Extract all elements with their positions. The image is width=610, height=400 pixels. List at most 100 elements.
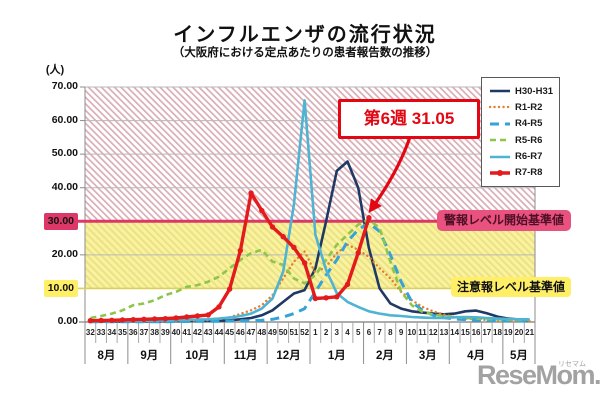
- data-point-marker-R7-R8: [291, 244, 297, 251]
- alert-threshold-badge: 警報レベル開始基準値: [437, 210, 571, 231]
- y-axis-unit-label: (人): [45, 64, 65, 76]
- data-point-marker-R7-R8: [205, 312, 211, 318]
- month-label-9月: 9月: [140, 350, 159, 362]
- month-label-11月: 11月: [233, 350, 258, 362]
- data-point-marker-R7-R8: [280, 234, 286, 240]
- month-label-5月: 5月: [509, 350, 528, 362]
- data-point-marker-R7-R8: [130, 316, 136, 323]
- week-label-3: 3: [334, 328, 339, 337]
- week-label-43: 43: [203, 328, 213, 337]
- callout-arrow: [368, 136, 412, 214]
- chart-title: インフルエンザの流行状況: [173, 24, 437, 46]
- week-label-32: 32: [85, 328, 95, 337]
- y-tick-label-20.00: 20.00: [51, 247, 78, 260]
- data-point-marker-R7-R8: [355, 250, 361, 256]
- data-point-marker-R7-R8: [109, 317, 115, 324]
- week-label-47: 47: [246, 328, 256, 337]
- week-label-41: 41: [182, 328, 192, 337]
- week-label-48: 48: [257, 328, 267, 337]
- week-label-13: 13: [439, 328, 449, 337]
- data-point-marker-R7-R8: [248, 190, 254, 196]
- week-label-18: 18: [493, 328, 502, 337]
- series-line-R4-R5: [90, 221, 530, 324]
- data-point-marker-R7-R8: [366, 215, 372, 221]
- data-point-marker-R7-R8: [98, 317, 104, 324]
- y-tick-label-50.00: 50.00: [51, 147, 78, 160]
- week-label-20: 20: [514, 328, 524, 337]
- y-tick-label-30.00: 30.00: [14, 213, 78, 231]
- week-label-6: 6: [366, 328, 372, 337]
- legend-item-R6-R7: R6-R7: [489, 151, 559, 163]
- legend-label-R5-R6: R5-R6: [515, 134, 543, 146]
- resemom-logo-kana: リセマム: [558, 361, 586, 368]
- week-label-5: 5: [355, 328, 361, 337]
- legend-item-H30-H31: H30-H31: [489, 85, 559, 97]
- week-label-17: 17: [482, 328, 492, 337]
- week-label-2: 2: [323, 328, 329, 337]
- week-label-40: 40: [171, 328, 181, 337]
- y-tick-label-10.00: 10.00: [14, 280, 78, 298]
- week-label-36: 36: [128, 328, 138, 337]
- week-label-15: 15: [460, 328, 470, 337]
- week-label-46: 46: [235, 328, 245, 337]
- legend-label-H30-H31: H30-H31: [515, 85, 554, 97]
- week-label-45: 45: [225, 328, 235, 337]
- data-point-marker-R7-R8: [119, 317, 126, 323]
- legend: H30-H31 R1-R2 R4-R5 R5-R6 R6-R7 R7-R8: [481, 77, 560, 187]
- data-point-marker-R7-R8: [237, 247, 244, 254]
- data-point-marker-R7-R8: [194, 313, 201, 319]
- caution-threshold-badge: 注意報レベル基準値: [451, 277, 571, 297]
- legend-item-R1-R2: R1-R2: [489, 101, 559, 113]
- data-point-marker-R7-R8: [301, 260, 308, 266]
- month-label-10月: 10月: [185, 350, 210, 362]
- week-label-8: 8: [388, 328, 393, 337]
- data-point-marker-R7-R8: [226, 286, 233, 292]
- week-label-14: 14: [450, 328, 460, 337]
- y-tick-label-60.00: 60.00: [51, 113, 78, 126]
- week-label-42: 42: [193, 328, 202, 337]
- month-label-1月: 1月: [327, 350, 346, 362]
- legend-line-sample-H30-H31: [490, 89, 510, 93]
- data-point-marker-R7-R8: [216, 304, 222, 310]
- week-label-11: 11: [418, 328, 427, 337]
- week-label-1: 1: [313, 328, 318, 337]
- week-label-7: 7: [377, 328, 382, 337]
- week-label-9: 9: [398, 328, 404, 337]
- y-tick-label-40.00: 40.00: [51, 180, 78, 193]
- legend-label-R4-R5: R4-R5: [515, 118, 543, 130]
- data-point-marker-R7-R8: [184, 314, 190, 320]
- week-label-4: 4: [345, 328, 350, 337]
- legend-line-sample-R6-R7: [490, 155, 510, 158]
- month-label-4月: 4月: [467, 350, 486, 362]
- week-label-50: 50: [278, 328, 288, 337]
- week-label-33: 33: [96, 328, 106, 337]
- data-point-marker-R7-R8: [269, 224, 276, 230]
- data-point-marker-R7-R8: [344, 281, 351, 288]
- legend-item-R4-R5: R4-R5: [489, 118, 559, 130]
- data-point-marker-R7-R8: [141, 316, 147, 323]
- month-label-12月: 12月: [276, 350, 301, 362]
- data-point-marker-R7-R8: [173, 315, 179, 321]
- data-point-marker-R7-R8: [162, 315, 169, 322]
- legend-label-R1-R2: R1-R2: [515, 101, 543, 113]
- data-point-marker-R7-R8: [323, 295, 329, 301]
- week-label-12: 12: [428, 328, 438, 337]
- week-label-21: 21: [525, 328, 535, 337]
- y-tick-label-0.00: 0.00: [57, 315, 78, 327]
- week-label-39: 39: [160, 328, 170, 337]
- week-label-38: 38: [150, 328, 160, 337]
- legend-label-R6-R7: R6-R7: [515, 151, 543, 163]
- data-point-marker-R7-R8: [259, 207, 265, 214]
- week-label-51: 51: [289, 328, 299, 337]
- week6-value-callout: 第6週 31.05: [338, 99, 480, 139]
- resemom-logo: リセマム ReseMom.: [468, 360, 602, 390]
- month-label-3月: 3月: [418, 350, 437, 362]
- y-tick-label-70.00: 70.00: [51, 80, 78, 92]
- chart-subtitle: （大阪府における定点あたりの患者報告数の推移）: [172, 47, 438, 59]
- resemom-logo-text: ReseMom.: [476, 360, 602, 390]
- data-point-marker-R7-R8: [87, 317, 94, 324]
- week-label-44: 44: [214, 328, 224, 337]
- week-label-49: 49: [268, 328, 277, 337]
